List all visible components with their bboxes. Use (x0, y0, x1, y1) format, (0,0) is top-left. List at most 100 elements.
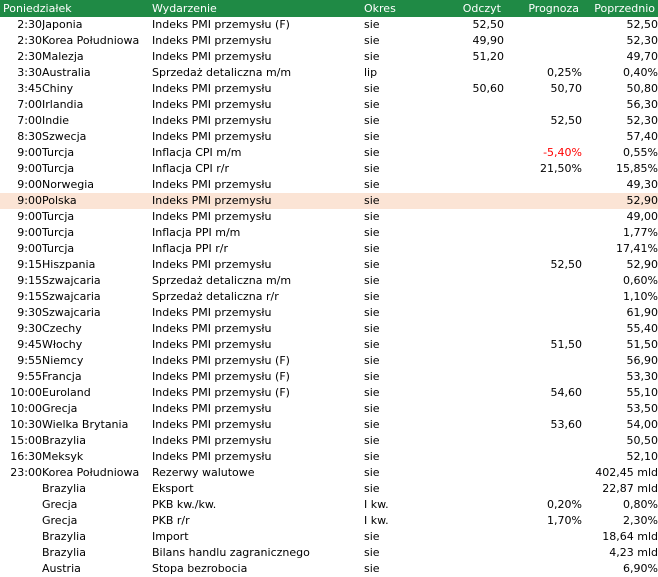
header-day: Poniedziałek (3, 2, 72, 15)
cell-forecast: 0,25% (547, 66, 582, 79)
cell-actual (428, 385, 504, 401)
cell-event: PKB kw./kw. (152, 498, 217, 511)
cell-forecast (504, 561, 582, 577)
cell-event: Sprzedaż detaliczna m/m (152, 66, 292, 79)
header-event: Wydarzenie (152, 2, 217, 15)
cell-previous: 1,10% (623, 290, 658, 303)
cell-period: I kw. (364, 498, 389, 511)
cell-period: sie (364, 290, 380, 303)
cell-period: lip (364, 66, 378, 79)
cell-period: sie (364, 546, 380, 559)
table-row: Brazylia Import sie 18,64 mld (0, 529, 658, 545)
cell-actual (428, 289, 504, 305)
cell-country: Irlandia (42, 98, 84, 111)
cell-forecast: 50,70 (550, 82, 583, 95)
header-row: Poniedziałek Wydarzenie Okres Odczyt Pro… (0, 0, 658, 17)
cell-event: Rezerwy walutowe (152, 466, 255, 479)
cell-previous: 1,77% (623, 226, 658, 239)
cell-previous: 61,90 (626, 306, 658, 319)
cell-forecast: 51,50 (550, 338, 583, 351)
cell-previous: 17,41% (616, 242, 658, 255)
cell-forecast (504, 193, 582, 209)
cell-actual (428, 401, 504, 417)
cell-time: 9:00 (17, 210, 42, 223)
cell-forecast: 0,20% (547, 498, 582, 511)
cell-actual (428, 129, 504, 145)
cell-actual (428, 177, 504, 193)
cell-event: Indeks PMI przemysłu (152, 34, 272, 47)
cell-country: Indie (42, 114, 70, 127)
cell-time: 7:00 (17, 98, 42, 111)
cell-actual (428, 225, 504, 241)
cell-time: 9:00 (17, 226, 42, 239)
cell-previous: 52,10 (626, 450, 658, 463)
cell-period: sie (364, 82, 380, 95)
cell-period: sie (364, 178, 380, 191)
cell-country: Grecja (42, 402, 78, 415)
cell-forecast (504, 129, 582, 145)
cell-time: 7:00 (17, 114, 42, 127)
table-row: 3:30 Australia Sprzedaż detaliczna m/m lip 0… (0, 65, 658, 81)
cell-forecast: 21,50% (540, 162, 582, 175)
cell-time: 10:00 (10, 386, 42, 399)
cell-event: Indeks PMI przemysłu (152, 194, 272, 207)
cell-previous: 6,90% (623, 562, 658, 575)
cell-period: sie (364, 242, 380, 255)
cell-time: 9:15 (17, 258, 42, 271)
cell-time: 16:30 (10, 450, 42, 463)
cell-forecast: 53,60 (550, 418, 583, 431)
table-row: Grecja PKB kw./kw. I kw. 0,20% 0,80% (0, 497, 658, 513)
header-previous: Poprzednio (594, 2, 655, 15)
cell-time: 9:45 (17, 338, 42, 351)
cell-forecast: 54,60 (550, 386, 583, 399)
cell-event: Inflacja PPI r/r (152, 242, 228, 255)
cell-country: Grecja (42, 498, 78, 511)
cell-country: Austria (42, 562, 81, 575)
table-row: Brazylia Bilans handlu zagranicznego sie 4,… (0, 545, 658, 561)
table-row: 23:00 Korea Południowa Rezerwy walutowe sie… (0, 465, 658, 481)
cell-previous: 56,90 (626, 354, 658, 367)
cell-time (0, 497, 42, 513)
cell-forecast: 52,50 (550, 114, 583, 127)
cell-forecast (504, 97, 582, 113)
cell-country: Norwegia (42, 178, 95, 191)
cell-actual (428, 209, 504, 225)
table-row: 2:30 Korea Południowa Indeks PMI przemysłu… (0, 33, 658, 49)
cell-period: sie (364, 482, 380, 495)
cell-event: Indeks PMI przemysłu (152, 306, 272, 319)
cell-event: Indeks PMI przemysłu (152, 98, 272, 111)
cell-previous: 0,55% (623, 146, 658, 159)
cell-forecast (504, 449, 582, 465)
cell-event: Indeks PMI przemysłu (F) (152, 370, 290, 383)
cell-event: Indeks PMI przemysłu (152, 130, 272, 143)
header-forecast: Prognoza (528, 2, 579, 15)
cell-forecast: 1,70% (547, 514, 582, 527)
table-row: 16:30 Meksyk Indeks PMI przemysłu sie 52,10 (0, 449, 658, 465)
cell-previous: 54,00 (626, 418, 658, 431)
cell-forecast (504, 33, 582, 49)
cell-actual (428, 545, 504, 561)
cell-actual: 51,20 (472, 50, 505, 63)
cell-actual (428, 65, 504, 81)
cell-previous: 51,50 (626, 338, 658, 351)
cell-period: I kw. (364, 514, 389, 527)
cell-country: Brazylia (42, 530, 86, 543)
cell-event: PKB r/r (152, 514, 190, 527)
table-body: 2:30 Japonia Indeks PMI przemysłu (F) sie 52… (0, 17, 658, 577)
cell-event: Indeks PMI przemysłu (F) (152, 18, 290, 31)
cell-country: Czechy (42, 322, 82, 335)
cell-actual (428, 97, 504, 113)
table-row: 2:30 Japonia Indeks PMI przemysłu (F) sie 52… (0, 17, 658, 33)
cell-event: Indeks PMI przemysłu (152, 82, 272, 95)
cell-country: Szwajcaria (42, 274, 101, 287)
cell-previous: 18,64 mld (602, 530, 658, 543)
cell-country: Hiszpania (42, 258, 96, 271)
cell-time: 9:00 (17, 242, 42, 255)
cell-actual (428, 561, 504, 577)
cell-event: Indeks PMI przemysłu (152, 178, 272, 191)
cell-actual (428, 241, 504, 257)
table-row: 9:30 Szwajcaria Indeks PMI przemysłu sie 61,… (0, 305, 658, 321)
cell-actual (428, 369, 504, 385)
cell-period: sie (364, 530, 380, 543)
cell-forecast (504, 545, 582, 561)
